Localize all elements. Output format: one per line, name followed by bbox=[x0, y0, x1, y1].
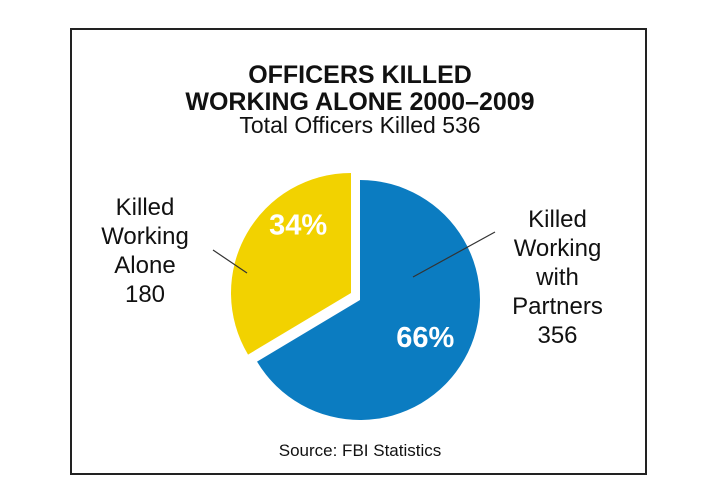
percent-label-0: 66% bbox=[396, 322, 454, 354]
label-partners-line: Working bbox=[513, 235, 602, 262]
title-line-2: WORKING ALONE 2000–2009 bbox=[185, 88, 535, 116]
chart-subtitle: Total Officers Killed 536 bbox=[239, 112, 481, 138]
leader-line-partners bbox=[412, 231, 496, 278]
pie-slice-0 bbox=[257, 180, 480, 420]
label-partners: Killed Working with Partners 356 bbox=[495, 205, 620, 350]
label-partners-line: Killed bbox=[528, 206, 587, 233]
label-partners-line: Partners bbox=[512, 293, 603, 320]
source-note: Source: FBI Statistics bbox=[278, 441, 442, 460]
title-line-1: OFFICERS KILLED bbox=[248, 61, 472, 89]
leader-line-alone bbox=[212, 249, 248, 274]
label-alone-line: Killed bbox=[115, 194, 175, 221]
label-partners-value: 356 bbox=[537, 322, 578, 349]
label-alone: Killed Working Alone 180 bbox=[85, 193, 205, 309]
label-alone-line: Alone bbox=[114, 252, 176, 279]
pie-slice-1 bbox=[230, 173, 351, 355]
label-alone-line: Working bbox=[101, 223, 189, 250]
chart-frame bbox=[70, 28, 647, 475]
label-alone-value: 180 bbox=[124, 281, 166, 308]
chart-title: OFFICERS KILLED WORKING ALONE 2000–2009 bbox=[0, 62, 720, 116]
label-partners-line: with bbox=[536, 264, 579, 291]
percent-label-1: 34% bbox=[269, 209, 327, 241]
